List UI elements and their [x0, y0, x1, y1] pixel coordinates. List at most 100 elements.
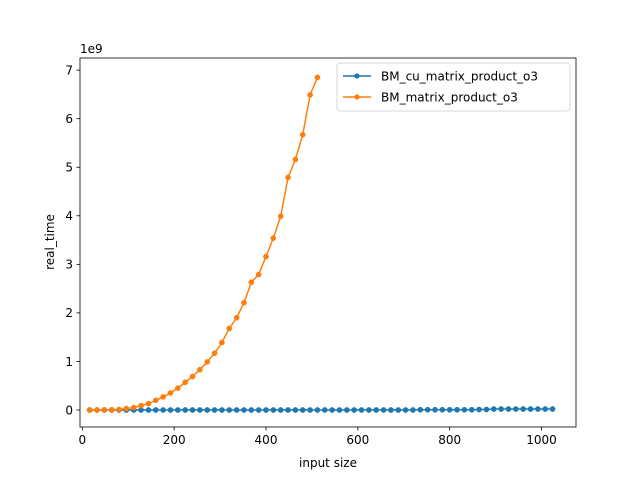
data-point [189, 373, 196, 380]
data-point [358, 407, 365, 413]
data-point [138, 402, 144, 409]
legend-label: BM_matrix_product_o3 [381, 90, 518, 104]
plot-frame [79, 57, 577, 428]
data-point [512, 406, 519, 412]
data-point [116, 406, 122, 413]
data-point [483, 406, 490, 413]
legend-swatch-marker [354, 73, 360, 79]
data-point [490, 406, 497, 412]
data-point [204, 407, 211, 413]
data-point [160, 407, 166, 413]
legend-label: BM_cu_matrix_product_o3 [381, 69, 538, 83]
data-point [417, 406, 424, 413]
data-point [182, 407, 189, 413]
data-point [197, 366, 203, 373]
y-axis-label: real_time [43, 214, 57, 270]
data-point [292, 156, 299, 163]
data-point [454, 406, 460, 413]
data-point [395, 407, 402, 413]
data-point [343, 407, 350, 413]
data-point [233, 314, 240, 321]
data-point [299, 131, 306, 138]
data-point [424, 406, 431, 413]
data-point [277, 407, 284, 413]
series-line-0 [89, 408, 553, 411]
data-point [461, 406, 468, 413]
data-point [152, 397, 159, 404]
data-point [263, 407, 269, 413]
data-point [307, 92, 313, 98]
data-point [468, 406, 475, 413]
y-tick-label: 7 [65, 63, 73, 77]
data-point [380, 407, 387, 413]
data-point [432, 406, 438, 413]
y-axis-ticks: 0 1 2 3 4 5 6 7 [65, 63, 80, 417]
data-point [535, 406, 541, 412]
x-axis-label: input size [299, 456, 357, 470]
data-point [211, 407, 218, 413]
data-point [314, 74, 321, 81]
data-point [219, 407, 225, 413]
data-point [351, 407, 358, 413]
data-point [549, 406, 556, 412]
data-point [108, 406, 115, 413]
data-point [255, 271, 262, 278]
data-point [182, 379, 189, 386]
data-point [446, 406, 453, 413]
data-point [366, 407, 372, 413]
data-point [130, 404, 137, 411]
y-tick-label: 1 [65, 355, 73, 369]
data-point [145, 400, 152, 407]
data-point [123, 405, 130, 412]
x-axis-ticks: 0 200 400 600 800 1000 [78, 427, 557, 447]
data-point [263, 253, 269, 260]
data-point [255, 407, 262, 413]
data-point [336, 407, 343, 413]
x-tick-label: 800 [438, 433, 461, 447]
data-point [233, 407, 240, 413]
data-point [226, 325, 233, 332]
data-point [307, 407, 313, 413]
data-point [270, 235, 277, 241]
data-point [204, 359, 211, 365]
y-tick-label: 5 [65, 161, 73, 175]
data-point [211, 350, 218, 357]
data-point [410, 407, 416, 413]
data-point [167, 390, 174, 396]
data-point [527, 406, 534, 412]
data-point [402, 407, 409, 413]
data-point [94, 407, 100, 413]
data-point [219, 339, 225, 346]
x-tick-label: 400 [255, 433, 278, 447]
data-point [189, 407, 196, 413]
legend-swatch-marker [354, 94, 360, 100]
data-point [226, 407, 233, 413]
y-tick-label: 6 [65, 112, 73, 126]
data-point [101, 407, 108, 413]
x-tick-label: 0 [78, 433, 86, 447]
x-tick-label: 200 [163, 433, 186, 447]
legend: BM_cu_matrix_product_o3 BM_matrix_product… [336, 62, 571, 112]
data-point [498, 406, 504, 412]
data-point [248, 279, 255, 286]
y-tick-label: 0 [65, 403, 73, 417]
data-point [174, 407, 181, 413]
data-point [241, 407, 247, 413]
x-tick-label: 600 [346, 433, 369, 447]
data-point [167, 407, 174, 413]
data-point [388, 407, 394, 413]
data-point [299, 407, 306, 413]
data-point [373, 407, 380, 413]
data-point [520, 406, 527, 412]
y-tick-label: 2 [65, 306, 73, 320]
data-point [277, 213, 284, 220]
data-point [241, 299, 247, 306]
data-point [285, 174, 291, 181]
data-point [86, 407, 93, 413]
data-point [505, 406, 512, 412]
legend-box [336, 62, 571, 112]
data-point [476, 406, 482, 413]
data-point [270, 407, 277, 413]
data-point [542, 406, 549, 412]
